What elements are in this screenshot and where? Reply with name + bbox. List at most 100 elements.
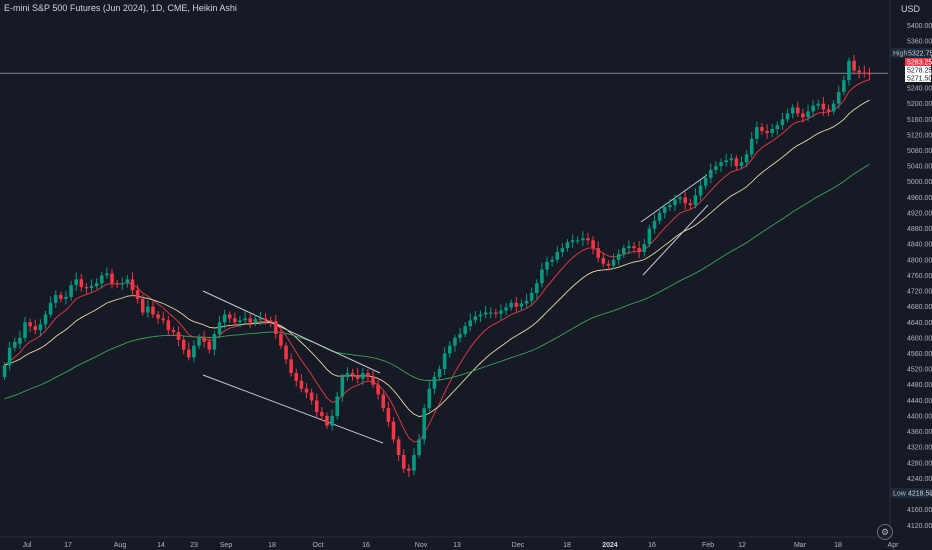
price-tick-label: 5360.00 (907, 39, 932, 46)
candle-body (468, 320, 473, 327)
candle-body (494, 312, 498, 314)
candle-body (59, 294, 63, 299)
time-tick-label: Jul (23, 542, 32, 549)
price-tick-label: 5200.00 (907, 101, 932, 108)
candle-body (821, 103, 826, 110)
candle-body (258, 318, 263, 320)
candle-body (94, 283, 99, 286)
candle-body (238, 320, 242, 323)
candle-body (575, 240, 580, 242)
candle-body (268, 320, 273, 322)
candle-body (197, 337, 201, 346)
price-tick-label: 4800.00 (907, 257, 932, 264)
candle-body (166, 320, 171, 331)
candle-body (709, 170, 713, 178)
candle-body (212, 333, 217, 350)
candle-body (545, 261, 549, 270)
candle-body (790, 107, 795, 114)
candle-body (698, 185, 703, 196)
time-tick-label: Dec (512, 542, 525, 549)
candle-body (274, 321, 278, 334)
low-label: Low 4218.50 (891, 488, 932, 498)
candle-body (294, 373, 299, 381)
channel-upper (640, 174, 708, 223)
price-tags: High 5322.75 Low 4218.50 5283.255278.255271.… (891, 48, 932, 498)
candle-body (135, 290, 140, 299)
candle-body (806, 111, 810, 118)
candle-body (826, 109, 831, 112)
price-tag: 5283.25 (905, 58, 932, 67)
candle-body (693, 195, 698, 206)
candle-body (760, 127, 764, 131)
candle-body (867, 73, 872, 75)
candle-body (555, 252, 560, 260)
candle-body (442, 353, 447, 370)
price-tag-text: 5278.25 (907, 68, 932, 75)
time-tick-label: Oct (313, 542, 324, 549)
time-tick-label: 2024 (602, 542, 618, 549)
candle-body (765, 130, 769, 133)
low-label-value: 4218.50 (908, 491, 932, 498)
time-tick-label: 23 (190, 542, 198, 549)
price-tag-text: 5283.25 (907, 60, 932, 67)
candle-body (463, 326, 467, 334)
moving-averages (4, 79, 870, 443)
candle-body (673, 199, 677, 206)
candle-body (279, 333, 283, 346)
candle-body (207, 341, 212, 350)
time-tick-label: 16 (648, 542, 656, 549)
candle-body (509, 302, 513, 308)
candle-body (284, 345, 288, 360)
price-tick-label: 5040.00 (907, 164, 932, 171)
price-tag-text: 5271.50 (907, 76, 932, 83)
candle-body (248, 318, 252, 323)
candle-body (524, 300, 529, 304)
time-tick-label: 14 (157, 542, 165, 549)
candle-body (366, 373, 370, 377)
candle-body (361, 373, 365, 379)
candle-body (862, 72, 867, 74)
candle-body (535, 283, 539, 293)
candle-body (130, 279, 135, 291)
candle-body (499, 310, 503, 314)
price-tick-label: 5240.00 (907, 86, 932, 93)
price-tag-bg (905, 66, 931, 74)
time-axis: Jul 17 Aug 14 23 Sep 18 Oct 16 Nov 13 Dec 18 2024 16 Fe… (23, 542, 900, 549)
candle-body (657, 212, 662, 221)
candle-body (427, 388, 432, 409)
candle-body (703, 177, 708, 186)
price-tick-label: 4680.00 (907, 304, 932, 311)
candle-body (483, 312, 488, 315)
candle-body (847, 60, 851, 81)
candle-body (146, 306, 150, 313)
candle-body (540, 269, 544, 284)
price-tag-bg (905, 74, 931, 82)
price-tick-label: 4760.00 (907, 273, 932, 280)
candle-body (637, 248, 641, 253)
candle-body (473, 316, 478, 321)
time-tick-label: 13 (453, 542, 461, 549)
candle-body (606, 263, 611, 266)
candle-body (519, 303, 524, 307)
candle-body (100, 275, 104, 284)
chart-settings-icon[interactable]: ⚙ (877, 524, 893, 540)
price-tick-label: 5160.00 (907, 117, 932, 124)
candle-body (74, 279, 78, 286)
candle-body (611, 259, 616, 266)
candle-body (749, 138, 754, 155)
candle-body (596, 248, 600, 258)
currency-label[interactable]: USD (900, 4, 920, 14)
candle-body (683, 197, 687, 204)
low-label-bg (891, 488, 931, 498)
high-label-text: High (893, 51, 908, 58)
candle-body (79, 279, 84, 288)
candle-body (560, 248, 565, 253)
candle-body (89, 285, 94, 288)
candle-body (202, 337, 206, 342)
candle-body (7, 347, 12, 366)
price-tick-label: 4120.00 (907, 523, 932, 530)
time-tick-label: Sep (220, 542, 233, 549)
candle-body (422, 408, 426, 440)
candle-body (64, 296, 68, 299)
